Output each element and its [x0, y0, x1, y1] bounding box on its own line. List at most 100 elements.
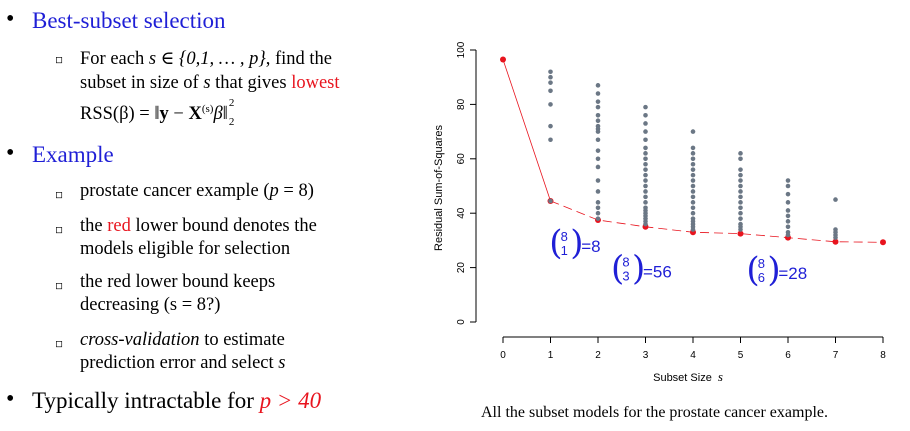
- sub-bullet-icon: ◽: [55, 224, 64, 236]
- subset-point: [690, 178, 696, 183]
- subset-point: [690, 167, 696, 172]
- subset-point: [643, 178, 648, 183]
- subset-point: [595, 156, 601, 162]
- bound-point: [500, 56, 506, 63]
- subset-point: [643, 194, 648, 200]
- sub-bullet-icon: ◽: [55, 338, 64, 350]
- subset-point: [643, 137, 648, 143]
- subset-point: [785, 219, 791, 224]
- subset-point: [785, 178, 791, 183]
- subset-point: [595, 118, 601, 124]
- bullet-example: Example: [32, 142, 114, 167]
- subset-point: [595, 164, 601, 170]
- binomial-left-paren: (: [746, 250, 759, 290]
- subset-point: [738, 151, 743, 156]
- sub-bullet-for-each: For each s ∈ {0,1, … , p}, find the: [80, 49, 333, 69]
- x-tick-label: 0: [500, 350, 506, 361]
- subset-point: [785, 200, 791, 205]
- binomial-value: =28: [778, 264, 807, 283]
- y-tick-label: 100: [456, 41, 467, 58]
- subset-point: [690, 156, 696, 162]
- binomial-top: 8: [622, 255, 629, 270]
- subset-point: [595, 189, 601, 194]
- sub-bullet-icon: ◽: [55, 54, 64, 66]
- subset-point: [690, 227, 696, 232]
- rss-formula: RSS(β) = ‖y − X(s)β‖ 2 2: [80, 97, 235, 128]
- subset-point: [643, 145, 648, 151]
- subset-point: [643, 161, 648, 167]
- binomial-value: =56: [643, 263, 672, 282]
- subset-point: [738, 210, 743, 216]
- subset-point: [643, 183, 648, 189]
- subset-point: [643, 104, 648, 110]
- subset-point: [690, 200, 696, 205]
- binomial-right-paren: ): [767, 250, 780, 290]
- subset-point: [690, 194, 696, 200]
- subset-point: [643, 112, 648, 118]
- sub-bullet-line2: subset in size of s that gives lowest: [80, 73, 340, 93]
- subset-point: [595, 148, 601, 153]
- subset-point: [643, 167, 648, 172]
- subset-point: [643, 200, 648, 205]
- y-axis-label: Residual Sum-of-Squares: [433, 125, 445, 251]
- binomial-annotation: (81)=8: [549, 223, 600, 263]
- subset-point: [643, 172, 648, 178]
- x-axis-label: Subset Size s: [653, 369, 723, 384]
- subset-point: [548, 137, 553, 143]
- subset-point: [548, 88, 553, 94]
- x-tick-label: 1: [548, 350, 554, 361]
- subset-point: [738, 167, 743, 172]
- x-tick-label: 4: [690, 350, 696, 361]
- subset-point: [738, 189, 743, 194]
- x-tick-label: 2: [595, 350, 601, 361]
- binomial-annotation: (86)=28: [746, 250, 807, 290]
- y-tick-label: 20: [456, 262, 467, 274]
- sub-bullet-decreasing: the red lower bound keeps: [80, 272, 276, 292]
- subset-point: [643, 156, 648, 162]
- subset-point: [690, 151, 696, 156]
- y-tick-label: 60: [456, 153, 467, 165]
- subset-point: [785, 208, 791, 213]
- bullet-dot: •: [6, 386, 15, 412]
- x-tick-label: 3: [643, 350, 649, 361]
- subset-point: [595, 104, 601, 110]
- subset-point: [643, 121, 648, 126]
- subset-point: [785, 191, 791, 197]
- subset-point: [690, 172, 696, 178]
- binomial-right-paren: ): [570, 223, 583, 263]
- subset-point: [643, 151, 648, 156]
- subset-point: [690, 145, 696, 151]
- subset-points: [548, 69, 838, 240]
- binomial-left-paren: (: [549, 223, 562, 263]
- bullet-dot: •: [6, 140, 15, 166]
- subset-point: [595, 99, 601, 104]
- binomial-value: =8: [581, 237, 600, 256]
- sub-bullet-prostate: prostate cancer example (p = 8): [80, 181, 314, 201]
- subset-point: [833, 197, 838, 202]
- binomial-right-paren: ): [632, 249, 645, 289]
- chart-axes: 0 20 40 60 80 100 0 1 2 3 4 5 6 7 8: [456, 41, 886, 361]
- subset-point: [738, 172, 743, 178]
- subset-point: [595, 205, 601, 211]
- subset-point: [595, 91, 601, 96]
- subset-point: [595, 83, 601, 88]
- subset-point: [548, 80, 553, 85]
- subset-point: [690, 210, 696, 216]
- bound-point: [880, 239, 886, 246]
- y-tick-label: 80: [456, 98, 467, 110]
- subset-point: [785, 213, 791, 219]
- subset-point: [595, 112, 601, 118]
- binomial-bottom: 6: [758, 270, 765, 285]
- bullet-best-subset: Best-subset selection: [32, 8, 226, 33]
- subset-point: [738, 200, 743, 205]
- subset-point: [548, 69, 553, 75]
- subset-point: [548, 123, 553, 129]
- sub-bullet-red-bound: the red lower bound denotes the: [80, 216, 317, 236]
- bound-point: [737, 230, 744, 237]
- subset-point: [738, 216, 743, 221]
- bound-line-solid: [502, 59, 551, 202]
- binomial-annotations: (81)=8(83)=56 (86)=28: [549, 223, 807, 290]
- subset-point: [738, 178, 743, 183]
- subset-point: [643, 129, 648, 134]
